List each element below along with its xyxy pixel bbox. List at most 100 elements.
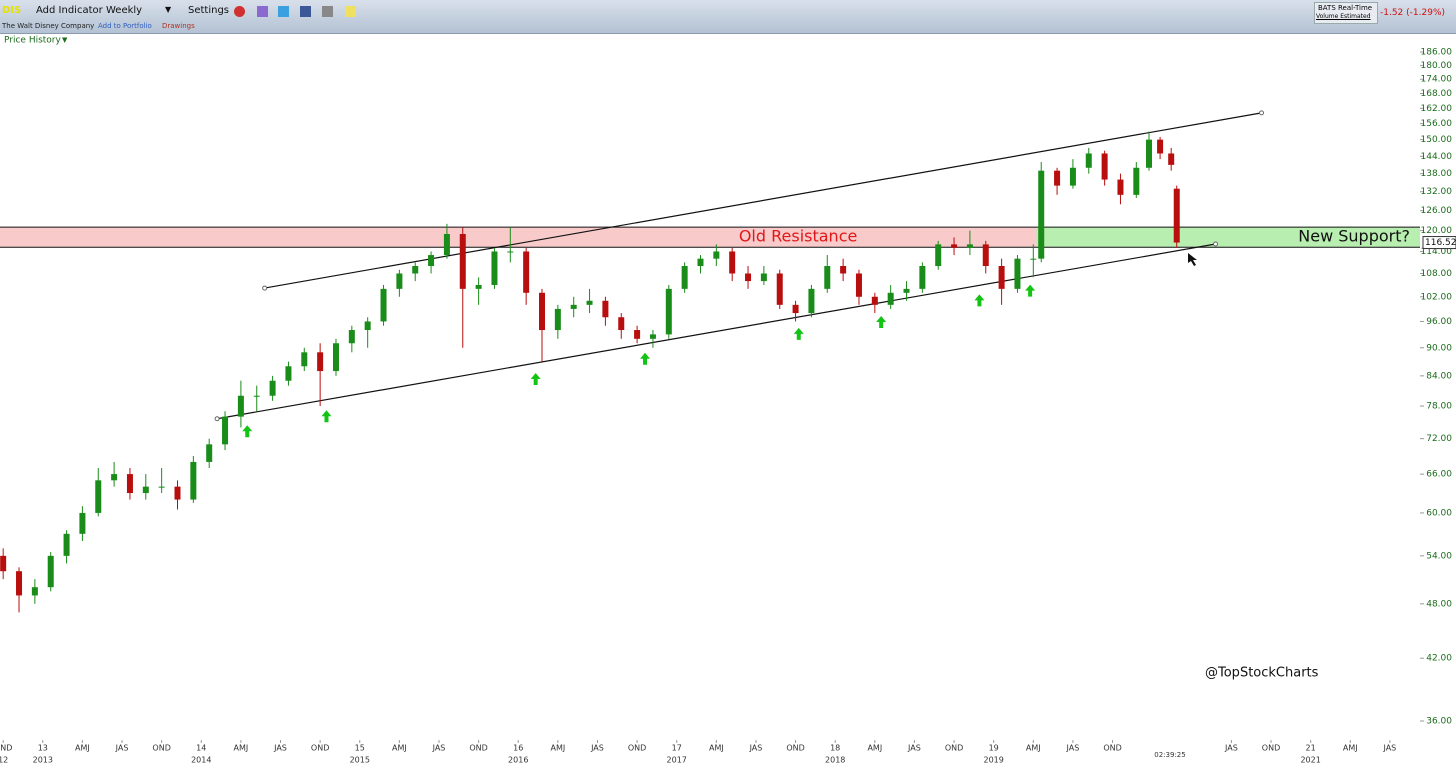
trend-handle [262, 285, 268, 291]
candle-body [951, 244, 958, 248]
icon[interactable] [322, 6, 333, 17]
candle-body [808, 288, 815, 314]
candle-body [459, 233, 466, 289]
y-tick-label: 162.00 [1421, 104, 1453, 114]
candle-body [174, 486, 181, 500]
candle-body [1145, 139, 1152, 168]
dropdown-icon[interactable]: ▼ [165, 5, 172, 14]
y-tick-label: 120.00 [1421, 226, 1453, 236]
x-tick-label: JAS [1382, 744, 1396, 753]
y-tick-label: 186.00 [1421, 48, 1453, 58]
candle-body [887, 292, 894, 305]
candle-body [491, 251, 498, 285]
x-tick-label: 17 [672, 744, 682, 753]
candle-body [380, 288, 387, 322]
x-tick-label: JAS [1066, 744, 1080, 753]
dropdown-icon[interactable]: ▼ [62, 36, 68, 44]
chart-title[interactable]: Price History [4, 36, 62, 46]
candle-body [919, 266, 926, 289]
y-tick-label: 138.00 [1421, 169, 1453, 179]
y-tick-label: 96.00 [1426, 317, 1452, 327]
x-year-label: 2018 [825, 756, 845, 765]
x-year-label: 2021 [1300, 756, 1320, 765]
menu-item[interactable]: Weekly [106, 5, 143, 16]
x-tick-label: AMJ [234, 744, 249, 753]
x-tick-label: JAS [590, 744, 604, 753]
x-tick-label: OND [628, 744, 646, 753]
x-tick-label: OND [1262, 744, 1280, 753]
icon[interactable] [345, 6, 356, 17]
candle-body [443, 233, 450, 256]
y-tick-label: 78.00 [1426, 402, 1452, 412]
x-year-label: 2013 [33, 756, 53, 765]
menu-item[interactable]: Add Indicator [36, 5, 103, 16]
candle-body [0, 555, 7, 572]
y-tick-label: 132.00 [1421, 187, 1453, 197]
candle-body [1054, 170, 1061, 186]
x-tick-label: 14 [196, 744, 206, 753]
y-tick-label: 48.00 [1426, 599, 1452, 609]
candle-body [1173, 188, 1180, 243]
candle-body [998, 266, 1005, 289]
trend-handle [1259, 110, 1265, 116]
x-year-label: 2019 [984, 756, 1004, 765]
x-tick-label: AMJ [1026, 744, 1041, 753]
x-tick-label: OND [1103, 744, 1121, 753]
candle-body [396, 273, 403, 289]
candle-body [840, 266, 847, 274]
volume[interactable]: Volume Estimated [1316, 13, 1371, 20]
link[interactable]: Drawings [162, 22, 195, 30]
arrow [640, 352, 651, 365]
candle-body [792, 304, 799, 314]
candle-body [317, 352, 324, 372]
arrow [1025, 284, 1036, 297]
company: The Walt Disney Company [2, 22, 95, 30]
x-tick-label: JAS [749, 744, 763, 753]
x-tick-label: JAS [273, 744, 287, 753]
link[interactable]: Add to Portfolio [98, 22, 152, 30]
x-tick-label: OND [786, 744, 804, 753]
candle-body [1069, 167, 1076, 186]
candle-body [364, 321, 371, 331]
x-tick-label: JAS [432, 744, 446, 753]
x-tick-label: AMJ [1343, 744, 1358, 753]
candle-body [412, 266, 419, 274]
menu-item[interactable]: Settings [188, 5, 230, 16]
watermark: @TopStockCharts [1205, 666, 1319, 681]
y-tick-label: 168.00 [1421, 89, 1453, 99]
y-tick-label: 36.00 [1426, 717, 1452, 727]
y-tick-label: 108.00 [1421, 269, 1453, 279]
candle-body [982, 244, 989, 267]
y-tick-label: 150.00 [1421, 135, 1453, 145]
candle-body [824, 266, 831, 289]
arrow [793, 327, 804, 340]
candle-body [206, 444, 213, 462]
icon[interactable] [234, 6, 245, 17]
x-year-label: 2017 [667, 756, 687, 765]
icon[interactable] [278, 6, 289, 17]
candle-body [966, 244, 973, 248]
candle-body [158, 486, 165, 488]
icon[interactable] [300, 6, 311, 17]
last-price: 116.52 [1425, 238, 1456, 248]
candle-body [332, 343, 339, 372]
candle-body [1168, 153, 1175, 165]
y-tick-label: 72.00 [1426, 434, 1452, 444]
candle-body [269, 380, 276, 396]
x-tick-label: 16 [513, 744, 523, 753]
candle-body [285, 366, 292, 381]
arrow [530, 372, 541, 385]
candle-body [507, 251, 514, 253]
candle-body [855, 273, 862, 297]
candle-body [1085, 153, 1092, 168]
x-tick-label: OND [152, 744, 170, 753]
candle-body [649, 334, 656, 339]
symbol[interactable]: DIS [2, 5, 22, 16]
icon[interactable] [257, 6, 268, 17]
cursor [1188, 253, 1197, 266]
candle-body [903, 288, 910, 293]
zone [0, 227, 1037, 248]
candle-body [539, 292, 546, 331]
